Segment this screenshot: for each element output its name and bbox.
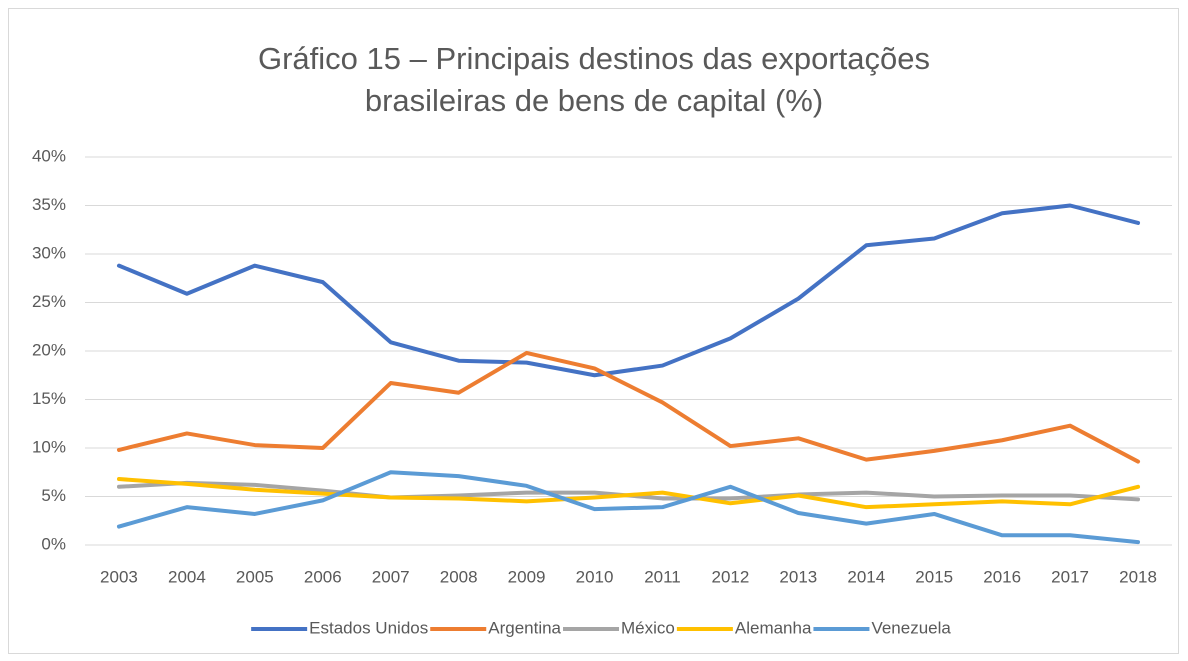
x-tick-label: 2011 [644, 567, 681, 586]
x-tick-label: 2008 [440, 567, 478, 586]
x-tick-label: 2003 [100, 567, 138, 586]
legend-label: Argentina [488, 618, 561, 637]
series-line [116, 470, 1141, 545]
x-tick-label: 2013 [779, 567, 817, 586]
x-tick-label: 2015 [915, 567, 953, 586]
y-tick-label: 35% [32, 195, 66, 214]
legend-label: México [621, 618, 675, 637]
x-tick-label: 2012 [711, 567, 749, 586]
legend-label: Venezuela [871, 618, 951, 637]
legend-label: Alemanha [735, 618, 812, 637]
x-tick-label: 2017 [1051, 567, 1089, 586]
chart-border [8, 8, 1179, 654]
x-tick-label: 2009 [508, 567, 546, 586]
series-line [116, 203, 1141, 378]
y-tick-label: 25% [32, 292, 66, 311]
y-tick-label: 10% [32, 437, 66, 456]
x-tick-label: 2005 [236, 567, 274, 586]
y-tick-label: 15% [32, 389, 66, 408]
y-tick-label: 0% [41, 534, 66, 553]
x-tick-label: 2010 [576, 567, 614, 586]
x-tick-label: 2006 [304, 567, 342, 586]
x-tick-label: 2016 [983, 567, 1021, 586]
y-tick-label: 20% [32, 340, 66, 359]
series-line [116, 350, 1141, 464]
y-tick-label: 5% [41, 486, 66, 505]
legend-label: Estados Unidos [309, 618, 428, 637]
y-tick-label: 30% [32, 243, 66, 262]
chart-title: Gráfico 15 – Principais destinos das exp… [257, 41, 931, 118]
x-tick-label: 2004 [168, 567, 206, 586]
x-tick-label: 2014 [847, 567, 885, 586]
y-tick-label: 40% [32, 146, 66, 165]
series-line [116, 477, 1141, 510]
x-tick-label: 2007 [372, 567, 410, 586]
x-tick-label: 2018 [1119, 567, 1157, 586]
